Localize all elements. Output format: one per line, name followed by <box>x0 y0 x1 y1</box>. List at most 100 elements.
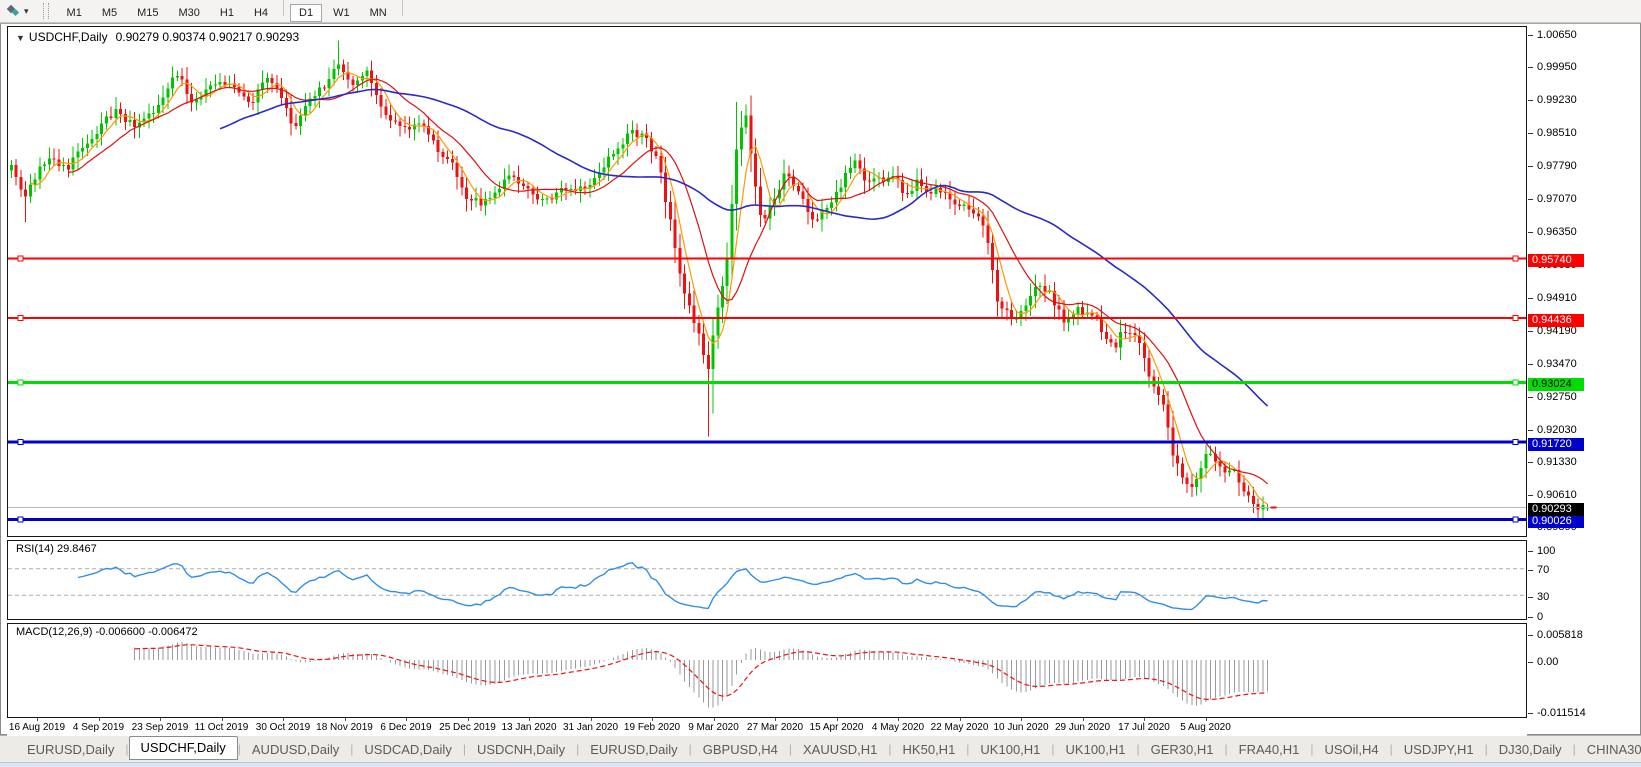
timeframe-button-h4[interactable]: H4 <box>245 4 277 22</box>
timeframe-button-w1[interactable]: W1 <box>324 4 359 22</box>
rsi-axis-label: 70 <box>1527 564 1549 577</box>
price-axis-label: 0.94190 <box>1527 325 1577 338</box>
tab-separator: | <box>688 742 692 756</box>
level-handle <box>1512 255 1519 262</box>
panel-splitter[interactable] <box>7 620 1527 623</box>
candlestick-chart[interactable] <box>8 27 1526 536</box>
symbol-tab-hk50-h1[interactable]: HK50,H1 <box>902 741 956 757</box>
price-axis-label: 0.97790 <box>1527 160 1577 173</box>
chart-objects-icon <box>6 4 20 17</box>
timeframe-button-m5[interactable]: M5 <box>93 4 126 22</box>
panel-splitter[interactable] <box>7 537 1527 540</box>
tab-separator: | <box>788 742 792 756</box>
symbol-tab-fra40-h1[interactable]: FRA40,H1 <box>1238 741 1300 757</box>
tab-separator: | <box>1484 742 1488 756</box>
macd-axis-label: 0.00 <box>1527 656 1558 669</box>
symbol-tab-dj30-daily[interactable]: DJ30,Daily <box>1498 741 1562 757</box>
macd-label: MACD(12,26,9) -0.006600 -0.006472 <box>16 626 198 638</box>
timeframe-button-h1[interactable]: H1 <box>211 4 243 22</box>
tab-separator: | <box>1051 742 1055 756</box>
macd-chart[interactable] <box>8 624 1526 717</box>
price-axis-label: 0.91330 <box>1527 456 1577 469</box>
toolbar-drag-handle[interactable] <box>42 3 49 19</box>
tab-separator: | <box>350 742 354 756</box>
tab-separator: | <box>237 742 241 756</box>
date-axis[interactable]: 16 Aug 2019 4 Sep 2019 23 Sep 2019 11 Oct 2… <box>7 718 1527 736</box>
chart-objects-button[interactable]: ▾ <box>4 4 35 18</box>
price-axis-label: 0.98510 <box>1527 127 1577 140</box>
symbol-tab-gbpusd-h4[interactable]: GBPUSD,H4 <box>702 741 778 757</box>
tab-separator: | <box>125 742 129 756</box>
price-axis-label: 1.00650 <box>1527 29 1577 42</box>
symbol-tab-eurusd-daily[interactable]: EURUSD,Daily <box>590 741 678 757</box>
macd-indicator-panel[interactable]: MACD(12,26,9) -0.006600 -0.006472 <box>7 623 1527 718</box>
symbol-tab-usdcnh-daily[interactable]: USDCNH,Daily <box>476 741 566 757</box>
chart-window: ▼ USDCHF,Daily 0.90279 0.90374 0.90217 0.9… <box>0 23 1641 736</box>
toolbar-separator <box>283 0 285 16</box>
chart-ohlc-values: 0.90279 0.90374 0.90217 0.90293 <box>115 30 300 44</box>
tab-separator: | <box>888 742 892 756</box>
timeframe-button-d1[interactable]: D1 <box>290 4 323 22</box>
price-axis-label: 0.94910 <box>1527 292 1577 305</box>
rsi-line <box>77 562 1268 611</box>
symbol-tab-china300-h1[interactable]: CHINA300,H1 <box>1586 741 1641 757</box>
symbol-tab-xauusd-h1[interactable]: XAUUSD,H1 <box>803 741 878 757</box>
date-axis-label: 29 Jun 2020 <box>1054 722 1111 733</box>
date-axis-label: 4 Sep 2019 <box>72 722 125 733</box>
date-axis-tick <box>529 718 530 721</box>
date-axis-tick <box>406 718 407 721</box>
level-price-badge: 0.91720 <box>1528 437 1584 451</box>
date-axis-tick <box>959 718 961 721</box>
level-price-badge: 0.95740 <box>1528 253 1584 267</box>
symbol-tab-eurusd-daily[interactable]: EURUSD,Daily <box>27 741 115 757</box>
level-handle <box>17 315 24 321</box>
price-axis-label: 0.93470 <box>1527 358 1577 371</box>
timeframe-button-m30[interactable]: M30 <box>170 4 209 22</box>
date-axis-label: 25 Dec 2019 <box>439 722 496 733</box>
date-axis-tick <box>836 718 838 721</box>
dropdown-caret-icon[interactable]: ▾ <box>24 6 29 16</box>
symbol-tab-uk100-h1[interactable]: UK100,H1 <box>980 741 1041 757</box>
rsi-axis-label: 30 <box>1527 591 1549 604</box>
price-axis[interactable]: 1.00650 0.99950 0.99230 0.98510 0.97790 0.970… <box>1527 26 1640 734</box>
price-axis-label: 0.99230 <box>1527 94 1577 107</box>
symbol-tab-uk100-h1[interactable]: UK100,H1 <box>1065 741 1126 757</box>
timeframe-button-mn[interactable]: MN <box>361 4 396 22</box>
price-chart-panel[interactable]: ▼ USDCHF,Daily 0.90279 0.90374 0.90217 0.9… <box>7 26 1527 537</box>
price-axis-label: 0.92030 <box>1527 424 1577 437</box>
symbol-tab-ger30-h1[interactable]: GER30,H1 <box>1150 741 1214 757</box>
symbol-tab-usdcad-daily[interactable]: USDCAD,Daily <box>364 741 452 757</box>
tab-separator: | <box>966 742 970 756</box>
date-axis-label: 22 May 2020 <box>930 722 989 733</box>
candles-layer <box>10 40 1270 521</box>
tab-separator: | <box>1389 742 1393 756</box>
symbol-tab-audusd-daily[interactable]: AUDUSD,Daily <box>251 741 340 757</box>
date-axis-label: 17 Jul 2020 <box>1118 722 1170 733</box>
rsi-indicator-panel[interactable]: RSI(14) 29.8467 <box>7 540 1527 620</box>
date-axis-label: 10 Jun 2020 <box>993 722 1049 733</box>
chart-collapse-icon: ▼ <box>16 33 25 43</box>
chart-tabs: EURUSD,Daily | USDCHF,Daily | AUDUSD,Daily | U… <box>16 736 1641 760</box>
date-axis-tick <box>1144 718 1145 721</box>
price-axis-label: 0.97070 <box>1527 193 1577 206</box>
date-axis-tick <box>98 718 100 721</box>
date-axis-label: 31 Jan 2020 <box>562 722 619 733</box>
date-axis-tick <box>898 718 899 721</box>
symbol-tab-usdchf-daily[interactable]: USDCHF,Daily <box>128 736 238 760</box>
date-axis-label: 13 Jan 2020 <box>501 722 557 733</box>
rsi-axis-label: 0 <box>1527 611 1543 624</box>
macd-signal-line <box>134 644 1268 700</box>
symbol-tab-usdjpy-h1[interactable]: USDJPY,H1 <box>1403 741 1474 757</box>
date-axis-label: 15 Apr 2020 <box>809 722 864 733</box>
level-price-badge: 0.94436 <box>1528 313 1584 327</box>
timeframe-button-m1[interactable]: M1 <box>58 4 91 22</box>
rsi-chart[interactable] <box>8 541 1526 619</box>
price-axis-label: 0.96350 <box>1527 226 1577 239</box>
symbol-tab-usoil-h4[interactable]: USOil,H4 <box>1324 741 1379 757</box>
date-axis-tick <box>344 718 346 721</box>
date-axis-tick <box>775 718 776 721</box>
timeframe-button-m15[interactable]: M15 <box>128 4 167 22</box>
timeframe-toolbar: ▾ M1 M5 M15 M30 H1 H4 D1 W1 MN <box>0 0 1641 23</box>
tab-separator: | <box>1136 742 1140 756</box>
